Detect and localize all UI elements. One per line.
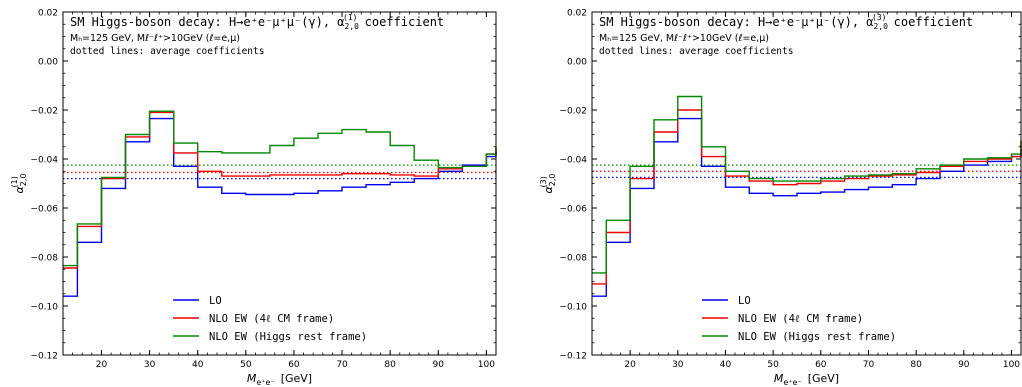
y-tick-label: −0.12 (30, 352, 58, 362)
chart-subtitle: Mₕ=125 GeV, Mℓ⁻ℓ⁺>10GeV (ℓ=e,μ) (70, 33, 240, 44)
chart-subtitle: Mₕ=125 GeV, Mℓ⁻ℓ⁺>10GeV (ℓ=e,μ) (599, 33, 769, 44)
legend-label-0: LO (738, 295, 751, 307)
series-line-1 (592, 109, 1022, 285)
chart-title: SM Higgs-boson decay: H→e⁺e⁻μ⁺μ⁻(γ), α2,… (70, 13, 444, 31)
y-tick-label: −0.06 (30, 205, 58, 215)
y-tick-label: −0.02 (30, 107, 58, 117)
x-axis-label: Me⁺e⁻ [GeV] (247, 372, 312, 387)
y-tick-label: −0.06 (559, 205, 587, 215)
y-tick-label: −0.04 (559, 156, 587, 166)
y-tick-label: −0.10 (559, 303, 587, 313)
x-tick-label: 40 (192, 360, 204, 370)
y-tick-label: −0.08 (30, 254, 58, 264)
series-line-2 (63, 110, 497, 267)
x-tick-label: 90 (958, 360, 970, 370)
legend-label-2: NLO EW (Higgs rest frame) (738, 331, 896, 343)
x-tick-label: 20 (624, 360, 636, 370)
chart-note: dotted lines: average coefficients (599, 46, 793, 57)
x-tick-label: 100 (478, 360, 495, 370)
y-tick-label: −0.12 (559, 352, 587, 362)
legend-label-2: NLO EW (Higgs rest frame) (209, 331, 367, 343)
x-tick-label: 80 (910, 360, 922, 370)
x-tick-label: 80 (384, 360, 396, 370)
x-tick-label: 60 (815, 360, 827, 370)
x-tick-label: 40 (720, 360, 732, 370)
x-tick-label: 60 (288, 360, 300, 370)
y-tick-label: −0.02 (559, 107, 587, 117)
x-tick-label: 100 (1003, 360, 1020, 370)
left-chart-panel: −0.12 −0.10 −0.08 −0.06 −0.04 −0.02 0.00 0.02 20… (10, 9, 497, 387)
legend-label-0: LO (209, 295, 222, 307)
legend-label-1: NLO EW (4ℓ CM frame) (738, 313, 863, 325)
x-tick-label: 20 (96, 360, 108, 370)
y-tick-label: −0.08 (559, 254, 587, 264)
right-chart-panel: −0.12 −0.10 −0.08 −0.06 −0.04 −0.02 0.00 0.02 20… (539, 9, 1022, 387)
y-tick-label: 0.00 (567, 58, 587, 68)
y-tick-label: 0.02 (38, 9, 58, 19)
series-line-1 (63, 111, 497, 269)
y-tick-label: 0.00 (38, 58, 58, 68)
y-axis-label: α2,0(1) (10, 174, 28, 194)
chart-title: SM Higgs-boson decay: H→e⁺e⁻μ⁺μ⁻(γ), α2,… (599, 13, 973, 31)
x-tick-label: 70 (336, 360, 348, 370)
legend-label-1: NLO EW (4ℓ CM frame) (209, 313, 334, 325)
chart-note: dotted lines: average coefficients (70, 46, 264, 57)
x-tick-label: 30 (144, 360, 156, 370)
x-tick-label: 50 (767, 360, 779, 370)
series-line-0 (592, 117, 1022, 297)
y-tick-label: −0.10 (30, 303, 58, 313)
plot-frame (62, 11, 497, 356)
y-tick-label: −0.04 (30, 156, 58, 166)
series-line-2 (592, 95, 1022, 274)
y-axis-label: α2,0(3) (539, 174, 557, 194)
x-tick-label: 50 (240, 360, 252, 370)
x-axis-label: Me⁺e⁻ [GeV] (774, 372, 839, 387)
y-tick-label: 0.02 (567, 9, 587, 19)
x-tick-label: 30 (672, 360, 684, 370)
x-tick-label: 70 (863, 360, 875, 370)
x-tick-label: 90 (433, 360, 445, 370)
